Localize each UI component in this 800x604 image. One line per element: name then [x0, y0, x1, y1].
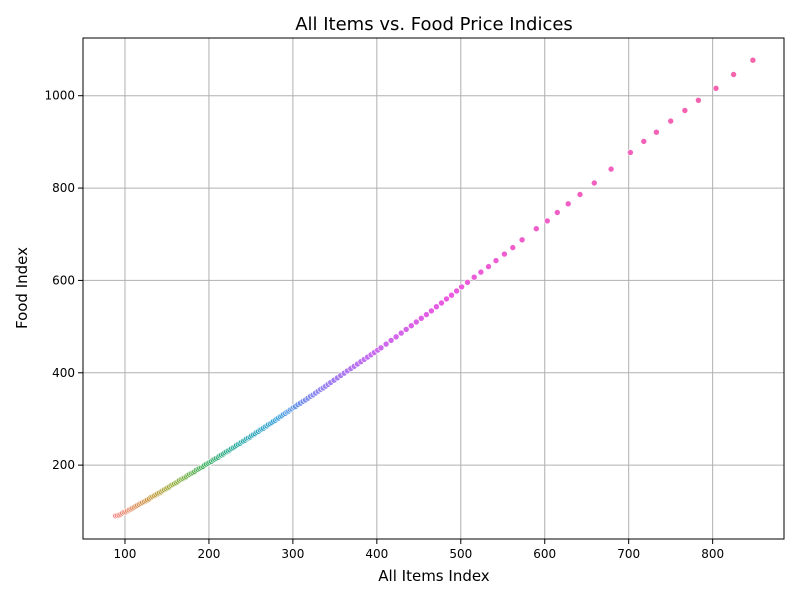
- scatter-point: [695, 97, 702, 104]
- scatter-point: [518, 236, 526, 244]
- scatter-point: [501, 250, 508, 258]
- x-tick-label: 800: [701, 547, 724, 561]
- y-tick-label: 800: [52, 181, 75, 195]
- x-tick-label: 500: [449, 547, 472, 561]
- scatter-point: [485, 263, 492, 270]
- x-axis-label: All Items Index: [378, 567, 490, 585]
- scatter-point: [532, 225, 540, 232]
- x-tick-label: 700: [617, 547, 640, 561]
- y-tick-label: 200: [52, 458, 75, 472]
- scatter-point: [377, 344, 385, 352]
- scatter-point: [607, 165, 615, 173]
- scatter-point: [453, 287, 460, 295]
- scatter-point: [423, 311, 430, 318]
- scatter-point: [458, 283, 465, 291]
- scatter-point: [667, 117, 675, 125]
- scatter-point: [543, 217, 551, 225]
- scatter-point: [438, 299, 445, 307]
- scatter-point: [627, 149, 634, 156]
- scatter-point: [433, 303, 440, 311]
- scatter-point: [392, 333, 400, 341]
- plot-frame: [82, 37, 785, 540]
- scatter-point: [382, 340, 390, 348]
- scatter-point: [640, 138, 648, 145]
- scatter-point: [417, 314, 425, 322]
- scatter-point: [509, 244, 517, 251]
- scatter-point: [749, 56, 757, 64]
- scatter-point: [470, 273, 478, 281]
- scatter-point: [576, 191, 584, 198]
- scatter-point: [492, 257, 500, 264]
- scatter-point: [448, 291, 455, 299]
- scatter-point: [477, 268, 485, 276]
- points-layer: [112, 56, 757, 520]
- y-tick-label: 600: [52, 273, 75, 287]
- ticks-layer: 100 200 300 400 500 600 700 800 200 400 600 800 1000: [44, 89, 724, 561]
- x-tick-label: 100: [114, 547, 137, 561]
- chart-title: All Items vs. Food Price Indices: [295, 14, 573, 35]
- scatter-point: [428, 307, 435, 315]
- grid-layer: [83, 38, 784, 539]
- scatter-point: [712, 85, 720, 92]
- scatter-point: [464, 278, 471, 286]
- x-tick-label: 200: [197, 547, 220, 561]
- y-tick-label: 400: [52, 366, 75, 380]
- scatter-point: [564, 200, 572, 208]
- scatter-point: [681, 107, 689, 114]
- scatter-point: [402, 326, 410, 333]
- y-axis-label: Food Index: [13, 247, 31, 329]
- scatter-point: [407, 322, 415, 330]
- scatter-point: [412, 318, 420, 326]
- x-tick-label: 400: [365, 547, 388, 561]
- scatter-point: [443, 295, 450, 303]
- scatter-point: [590, 179, 598, 187]
- x-tick-label: 300: [281, 547, 304, 561]
- y-tick-label: 1000: [44, 89, 75, 103]
- scatter-point: [730, 71, 737, 78]
- scatter-point: [553, 209, 561, 216]
- scatter-point: [653, 128, 660, 136]
- scatter-point: [387, 337, 395, 344]
- x-tick-label: 600: [533, 547, 556, 561]
- scatter-point: [397, 329, 405, 337]
